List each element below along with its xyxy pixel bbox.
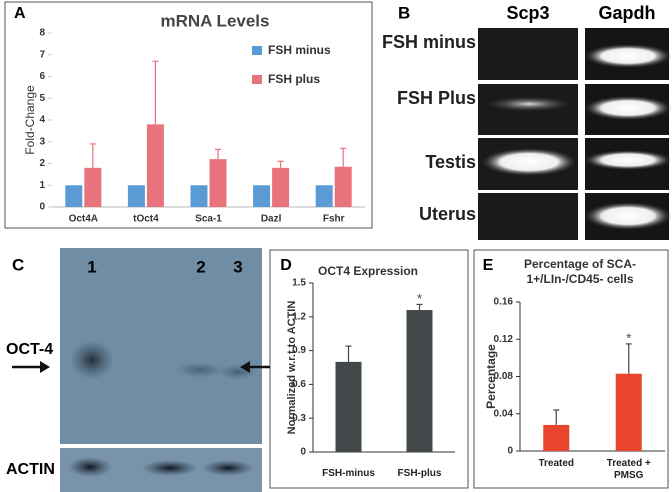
y-tick-label: 7 — [39, 49, 45, 60]
panel-label: D — [280, 257, 292, 274]
row-label-box: Testis — [425, 152, 476, 172]
y-tick-label: 1 — [39, 180, 45, 191]
x-tick-label-box: FSH-plus — [397, 468, 442, 479]
bar — [334, 166, 352, 207]
y-tick-label: 0.12 — [494, 334, 514, 345]
bar — [315, 185, 333, 207]
y-tick-label: 1.2 — [292, 311, 306, 322]
x-tick-label: Sca-1 — [195, 214, 222, 225]
row-label-box: FSH Plus — [396, 88, 476, 108]
y-axis-label: Fold-Change — [23, 85, 37, 155]
x-tick-label: Oct4A — [69, 214, 98, 225]
panel-frame — [269, 249, 469, 489]
legend-label: FSH plus — [268, 72, 320, 86]
x-tick-label: FSH-plus — [397, 468, 442, 479]
y-tick-label: 0 — [507, 446, 513, 457]
panel-label: C — [12, 255, 24, 274]
y-tick-label: 2 — [39, 158, 45, 169]
panel-frame — [4, 1, 373, 229]
lane-label: 3 — [233, 257, 242, 276]
error-bar — [89, 143, 96, 168]
lane-label: 1 — [87, 257, 96, 276]
panel-label: A — [14, 5, 26, 22]
y-tick-label: 0.04 — [494, 408, 514, 419]
row-label: FSH Plus — [396, 88, 476, 108]
y-tick-label: 1.5 — [292, 278, 306, 289]
bar — [146, 124, 164, 207]
arrow — [12, 361, 270, 373]
y-tick-label: 0.6 — [292, 379, 306, 390]
annotation: * — [417, 291, 422, 306]
y-tick-label: 8 — [39, 28, 45, 39]
bar — [615, 373, 642, 451]
chart-title-box: Percentage of SCA-1+/LIn-/CD45- cells — [523, 257, 637, 286]
error-bar — [416, 303, 423, 311]
legend-swatch — [252, 46, 262, 55]
x-tick-label-box: Treated — [538, 458, 575, 469]
y-axis-label: Normalized w.r.t to ACTIN — [286, 301, 298, 435]
chart-title: Percentage of SCA-1+/LIn-/CD45- cells — [523, 257, 637, 286]
x-tick-label: Dazl — [261, 214, 282, 225]
blot — [60, 248, 262, 492]
band-label: ACTIN — [6, 461, 55, 478]
legend-swatch — [252, 75, 262, 84]
bar — [406, 310, 433, 452]
y-axis-label: Percentage — [484, 344, 498, 409]
x-tick-label: Treated — [538, 458, 575, 469]
error-bar — [340, 147, 347, 167]
bar — [65, 185, 83, 207]
bar — [127, 185, 145, 207]
row-label-box: Uterus — [418, 204, 476, 224]
column-label: Gapdh — [599, 3, 656, 23]
error-bar — [625, 343, 632, 374]
bar — [253, 185, 271, 207]
y-tick-label: 0 — [39, 202, 45, 213]
error-bar — [215, 148, 221, 160]
x-tick-label: Fshr — [323, 214, 345, 225]
y-tick-label: 5 — [39, 93, 45, 104]
legend-label: FSH minus — [268, 43, 331, 57]
y-tick-label: 0.9 — [292, 345, 306, 356]
y-tick-label: 3 — [39, 136, 45, 147]
column-label: Scp3 — [506, 3, 549, 23]
band-label: OCT-4 — [6, 341, 53, 358]
x-tick-label-box: FSH-minus — [322, 468, 375, 479]
panel-label: E — [483, 257, 494, 274]
y-tick-label: 0 — [300, 447, 306, 458]
row-label: Uterus — [418, 204, 476, 224]
error-bar — [152, 60, 159, 125]
panel-label: B — [398, 3, 410, 22]
bar — [335, 361, 362, 452]
panel-frame — [473, 249, 669, 489]
error-bar — [345, 345, 352, 362]
error-bar — [553, 409, 560, 425]
bar — [209, 159, 227, 207]
x-tick-label: Treated + PMSG — [606, 458, 651, 481]
chart-title: OCT4 Expression — [318, 264, 418, 278]
bar — [84, 167, 102, 207]
x-tick-label: tOct4 — [133, 214, 159, 225]
error-bar — [277, 160, 284, 168]
gel — [478, 28, 672, 240]
chart-title: mRNA Levels — [161, 11, 270, 30]
y-tick-label: 4 — [39, 115, 45, 126]
y-tick-label: 0.08 — [494, 371, 514, 382]
x-tick-label: FSH-minus — [322, 468, 375, 479]
bar — [190, 185, 208, 207]
lane-label: 2 — [196, 257, 205, 276]
row-label-box: FSH minus — [381, 32, 476, 52]
row-label: Testis — [425, 152, 476, 172]
x-tick-label-box: Treated + PMSG — [606, 458, 651, 481]
row-label: FSH minus — [381, 32, 476, 52]
bar — [272, 167, 290, 207]
y-tick-label: 0.3 — [292, 413, 306, 424]
bar — [543, 424, 570, 451]
y-tick-label: 0.16 — [494, 297, 514, 308]
annotation: * — [626, 330, 631, 345]
y-tick-label: 6 — [39, 71, 45, 82]
